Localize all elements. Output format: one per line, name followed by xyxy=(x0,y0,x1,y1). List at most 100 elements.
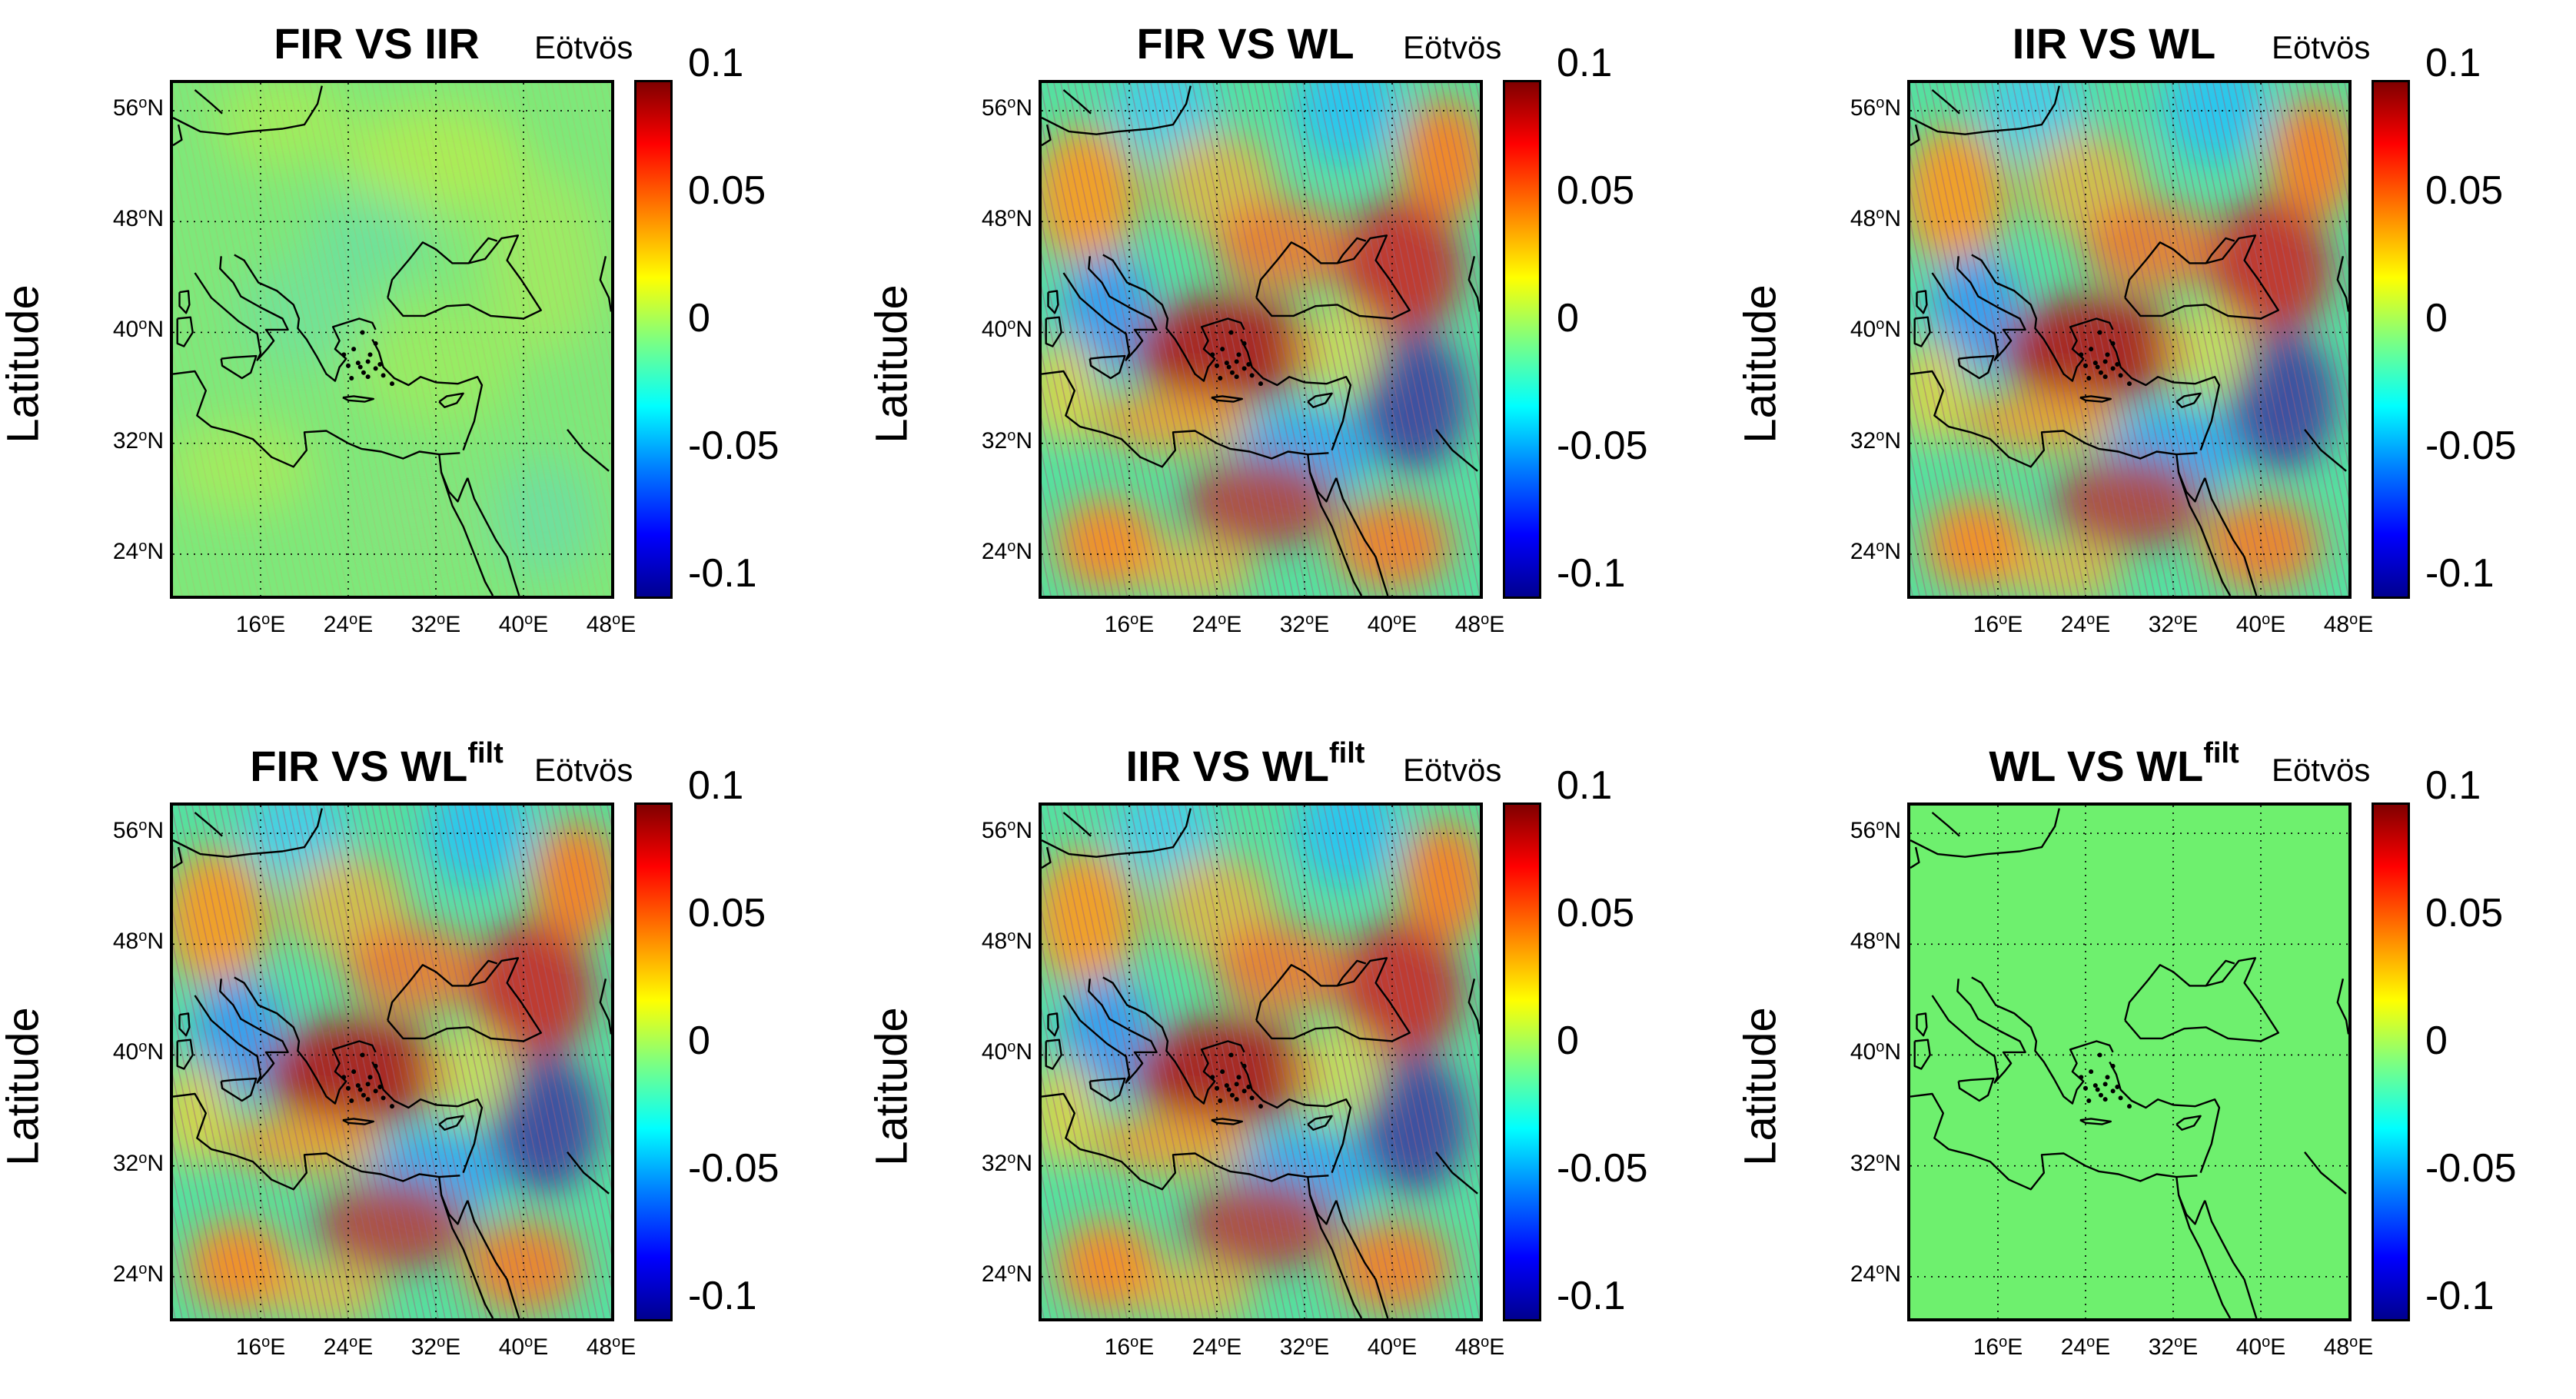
island xyxy=(357,1087,363,1092)
tick-hemisphere: E xyxy=(620,612,637,637)
tick-hemisphere: N xyxy=(1884,1150,1901,1176)
coastline xyxy=(1910,808,2060,858)
island xyxy=(373,1088,378,1094)
island xyxy=(377,361,383,367)
degree-symbol: o xyxy=(1999,1334,2008,1351)
degree-symbol: o xyxy=(1007,95,1016,112)
tick-hemisphere: N xyxy=(147,206,164,232)
island xyxy=(2105,1075,2110,1080)
coastline xyxy=(1062,256,1158,361)
island xyxy=(2110,341,2116,346)
coastline xyxy=(2204,477,2258,596)
coastline xyxy=(1240,1061,1352,1174)
coastline xyxy=(599,979,611,1035)
coastline xyxy=(1062,979,1158,1084)
island xyxy=(367,1075,373,1080)
coastline xyxy=(440,1195,494,1318)
longitude-tick-label: 48oE xyxy=(565,1334,657,1361)
coastline xyxy=(1308,472,1363,596)
degree-symbol: o xyxy=(2086,1334,2096,1351)
coastline xyxy=(234,254,377,382)
degree-symbol: o xyxy=(138,316,148,334)
degree-symbol: o xyxy=(2174,611,2183,628)
island xyxy=(2086,1098,2092,1103)
degree-symbol: o xyxy=(1876,205,1885,223)
island xyxy=(1220,1069,1225,1075)
colorbar-tick-label: 0.1 xyxy=(2425,41,2481,85)
tick-hemisphere: E xyxy=(1314,612,1330,637)
degree-symbol: o xyxy=(1481,1334,1490,1351)
tick-degree: 16 xyxy=(235,612,262,637)
coastline xyxy=(1335,1200,1389,1318)
tick-hemisphere: N xyxy=(1884,206,1901,232)
coastline xyxy=(1971,254,2114,382)
tick-degree: 32 xyxy=(112,1150,139,1176)
latitude-tick-label: 48oN xyxy=(1828,206,1901,232)
tick-hemisphere: E xyxy=(2358,612,2374,637)
island xyxy=(2105,352,2110,357)
map-svg xyxy=(1042,806,1480,1318)
coastline xyxy=(1435,428,1478,472)
island xyxy=(1229,1092,1235,1098)
coastline xyxy=(2109,338,2221,451)
tick-degree: 16 xyxy=(1104,612,1131,637)
coastline xyxy=(1089,1077,1126,1102)
degree-symbol: o xyxy=(1876,427,1885,444)
longitude-tick-label: 32oE xyxy=(2127,1334,2219,1361)
coastline xyxy=(2177,472,2232,596)
longitude-tick-label: 48oE xyxy=(1434,612,1526,638)
island xyxy=(2097,1052,2102,1058)
latitude-tick-label: 48oN xyxy=(959,929,1032,955)
longitude-tick-label: 32oE xyxy=(1258,1334,1351,1361)
coastline xyxy=(194,979,289,1084)
tick-hemisphere: E xyxy=(1138,1334,1155,1360)
map-plot-area xyxy=(170,80,614,599)
graticule xyxy=(1042,83,1480,596)
tick-hemisphere: E xyxy=(2270,612,2286,637)
coastline xyxy=(2204,1200,2258,1318)
graticule xyxy=(173,806,611,1318)
degree-symbol: o xyxy=(1876,928,1885,945)
degree-symbol: o xyxy=(1481,611,1490,628)
panel-title-text: IIR VS WL xyxy=(1125,742,1329,790)
tick-hemisphere: E xyxy=(270,612,286,637)
tick-hemisphere: E xyxy=(1138,612,1155,637)
colorbar-unit-label: Eötvös xyxy=(534,29,633,65)
tick-hemisphere: E xyxy=(1314,1334,1330,1360)
coastline xyxy=(173,124,183,147)
island xyxy=(2115,361,2120,367)
panel-title: FIR VS IIR xyxy=(92,17,661,71)
coastline xyxy=(1042,846,1052,869)
colorbar-tick-label: 0 xyxy=(2425,296,2448,341)
tick-hemisphere: N xyxy=(1884,818,1901,844)
island xyxy=(373,366,378,371)
colorbar-unit-label: Eötvös xyxy=(2272,29,2371,65)
panel-title-text: IIR VS WL xyxy=(2012,19,2216,68)
tick-degree: 24 xyxy=(323,1334,350,1360)
coastline xyxy=(1910,85,2060,135)
tick-hemisphere: N xyxy=(147,818,164,844)
latitude-tick-label: 48oN xyxy=(91,929,164,955)
longitude-tick-label: 40oE xyxy=(1346,1334,1438,1361)
tick-degree: 40 xyxy=(2235,1334,2262,1360)
y-axis-label: Latitude xyxy=(866,284,917,444)
tick-degree: 48 xyxy=(981,206,1008,232)
island xyxy=(1236,352,1241,357)
tick-hemisphere: E xyxy=(357,1334,374,1360)
latitude-tick-label: 32oN xyxy=(91,428,164,454)
island xyxy=(390,381,394,387)
colorbar-tick-label: -0.05 xyxy=(688,1146,779,1191)
longitude-tick-label: 48oE xyxy=(2302,1334,2395,1361)
tick-hemisphere: N xyxy=(1015,317,1032,343)
degree-symbol: o xyxy=(437,611,446,628)
island xyxy=(1210,1075,1215,1080)
latitude-tick-label: 32oN xyxy=(1828,428,1901,454)
colorbar-tick-label: 0.05 xyxy=(688,891,766,935)
island xyxy=(2095,364,2100,370)
coastline xyxy=(1045,1038,1062,1070)
island xyxy=(2079,352,2084,357)
coastline xyxy=(1957,1077,1995,1102)
degree-symbol: o xyxy=(138,928,148,945)
longitude-tick-label: 16oE xyxy=(214,1334,307,1361)
